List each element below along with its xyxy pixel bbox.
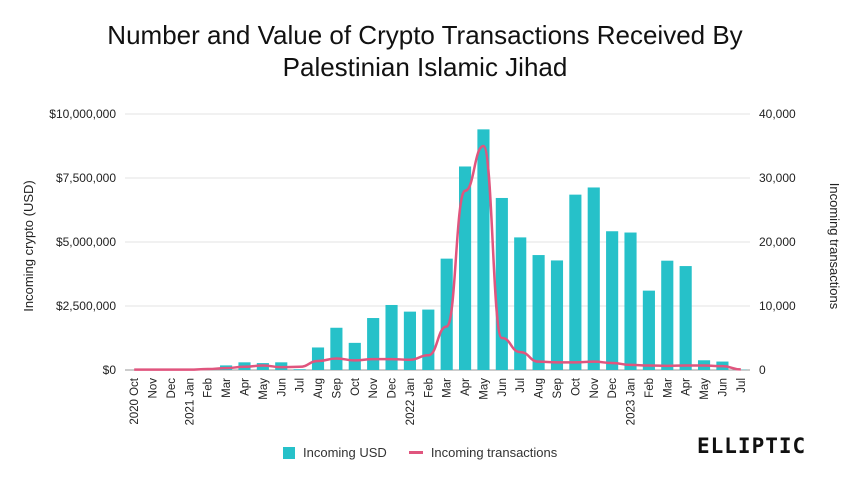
line-incoming-transactions [134, 144, 741, 371]
x-tick-label: Dec [387, 378, 399, 399]
x-tick-label: Jun [717, 378, 729, 397]
x-tick-label: Jun [497, 378, 509, 397]
bar [624, 232, 637, 370]
svg-text:ELLIPTIC: ELLIPTIC [697, 434, 806, 458]
bar [550, 260, 564, 370]
y-tick-label: $0 [103, 363, 117, 377]
x-tick-label: Mar [442, 378, 454, 398]
bar [293, 369, 306, 370]
legend-label-usd: Incoming USD [303, 445, 387, 460]
x-tick-label: Dec [166, 378, 178, 399]
legend-swatch-usd [283, 446, 295, 459]
bar [459, 166, 472, 370]
y-tick-label: $10,000,000 [49, 107, 116, 121]
bar [348, 342, 361, 370]
gridlines [125, 113, 750, 371]
bars-incoming-usd [220, 129, 747, 370]
y2-tick-label: 10,000 [759, 299, 796, 313]
x-tick-label: Oct [570, 377, 582, 396]
x-tick-label: Apr [460, 378, 472, 396]
y-tick-label: $7,500,000 [56, 171, 116, 185]
x-tick-label: Aug [313, 378, 325, 398]
x-tick-label: Feb [423, 378, 435, 398]
y2-tick-label: 30,000 [759, 171, 796, 185]
bar [330, 327, 343, 370]
transactions-line [134, 144, 741, 371]
x-tick-label: 2023 Jan [626, 378, 638, 425]
y-axis-left-label: Incoming crypto (USD) [21, 180, 36, 311]
x-tick-label: 2021 Jan [184, 378, 196, 425]
y-tick-label: $2,500,000 [56, 299, 116, 313]
x-tick-label: Aug [534, 378, 546, 398]
legend: Incoming USD Incoming transactions [283, 445, 557, 460]
x-tick-label: 2022 Jan [405, 378, 417, 425]
x-tick-label: Feb [203, 378, 215, 398]
x-tick-label: Feb [644, 378, 656, 398]
x-tick-label: Apr [239, 378, 251, 396]
bar [587, 187, 600, 370]
legend-swatch-transactions [408, 451, 423, 454]
x-tick-label: Mar [221, 378, 233, 398]
x-tick-label: May [258, 378, 270, 400]
y-axis-left-ticks: $0 $2,500,000 $5,000,000 $7,500,000 $10,000,… [49, 107, 116, 377]
elliptic-logo: ELLIPTIC [697, 432, 817, 458]
x-tick-label: Apr [681, 378, 693, 396]
y2-tick-label: 20,000 [759, 235, 796, 249]
bar [514, 237, 527, 370]
x-tick-label: Mar [662, 378, 674, 398]
bar [606, 231, 619, 370]
x-tick-label: Oct [350, 377, 362, 396]
chart-title-line-1: Number and Value of Crypto Transactions … [107, 20, 743, 50]
bar [642, 290, 655, 370]
elliptic-logo-mark: ELLIPTIC [697, 434, 806, 458]
x-tick-label: May [699, 378, 711, 400]
x-tick-label: Jun [276, 378, 288, 397]
x-tick-label: Jul [515, 378, 527, 393]
x-tick-label: Nov [148, 378, 160, 399]
y2-tick-label: 40,000 [759, 107, 796, 121]
y-tick-label: $5,000,000 [56, 235, 116, 249]
x-tick-label: Jul [736, 378, 748, 393]
y-axis-right-ticks: 0 10,000 20,000 30,000 40,000 [759, 107, 796, 377]
bar [661, 260, 674, 370]
x-tick-label: Dec [607, 378, 619, 399]
bar [440, 258, 453, 370]
x-tick-label: Nov [368, 378, 380, 399]
x-tick-label: Jul [295, 378, 307, 393]
x-tick-label: 2020 Oct [129, 377, 141, 424]
y-axis-right-label: Incoming transactions [827, 183, 842, 310]
bar [495, 197, 508, 370]
y2-tick-label: 0 [759, 363, 766, 377]
bar [385, 304, 398, 370]
bar [477, 129, 490, 370]
legend-label-transactions: Incoming transactions [430, 445, 558, 460]
x-tick-label: May [478, 378, 490, 400]
bar [422, 309, 435, 370]
chart-title-line-2: Palestinian Islamic Jihad [282, 52, 568, 82]
bar [532, 255, 545, 370]
x-axis-ticks: 2020 Oct Nov Dec 2021 Jan Feb Mar Apr May Jun Jul… [129, 377, 748, 425]
bar [367, 318, 380, 370]
x-tick-label: Sep [552, 378, 564, 398]
x-tick-label: Nov [589, 378, 601, 399]
bar [679, 266, 692, 370]
bar [311, 347, 325, 370]
bar [569, 194, 582, 370]
x-tick-label: Sep [331, 378, 343, 398]
bar [403, 311, 416, 370]
